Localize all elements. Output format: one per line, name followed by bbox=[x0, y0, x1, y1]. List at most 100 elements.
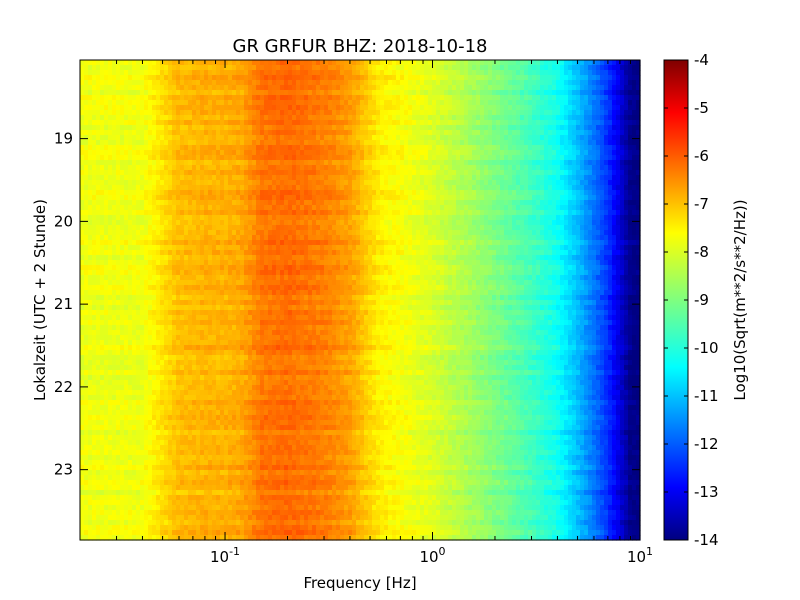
heatmap-cell bbox=[456, 230, 461, 236]
heatmap-cell bbox=[348, 220, 353, 226]
heatmap-cell bbox=[524, 105, 529, 111]
heatmap-cell bbox=[172, 90, 177, 96]
heatmap-cell bbox=[132, 95, 137, 101]
heatmap-cell bbox=[568, 175, 573, 181]
heatmap-cell bbox=[432, 125, 437, 131]
heatmap-cell bbox=[628, 70, 633, 76]
heatmap-cell bbox=[356, 170, 361, 176]
heatmap-cell bbox=[396, 150, 401, 156]
heatmap-cell bbox=[172, 165, 177, 171]
heatmap-cell bbox=[392, 145, 397, 151]
heatmap-cell bbox=[112, 160, 117, 166]
heatmap-cell bbox=[576, 125, 581, 131]
heatmap-cell bbox=[312, 125, 317, 131]
heatmap-cell bbox=[256, 180, 261, 186]
heatmap-cell bbox=[292, 160, 297, 166]
heatmap-cell bbox=[268, 100, 273, 106]
heatmap-cell bbox=[104, 235, 109, 241]
heatmap-cell bbox=[320, 75, 325, 81]
heatmap-cell bbox=[504, 180, 509, 186]
heatmap-cell bbox=[480, 205, 485, 211]
heatmap-cell bbox=[100, 75, 105, 81]
heatmap-cell bbox=[564, 120, 569, 126]
heatmap-cell bbox=[368, 180, 373, 186]
heatmap-cell bbox=[464, 215, 469, 221]
heatmap-cell bbox=[124, 75, 129, 81]
heatmap-cell bbox=[120, 60, 125, 66]
heatmap-cell bbox=[300, 75, 305, 81]
heatmap-cell bbox=[572, 80, 577, 86]
heatmap-cell bbox=[396, 205, 401, 211]
heatmap-cell bbox=[476, 140, 481, 146]
heatmap-cell bbox=[164, 110, 169, 116]
heatmap-cell bbox=[168, 185, 173, 191]
heatmap-cell bbox=[100, 210, 105, 216]
heatmap-cell bbox=[520, 140, 525, 146]
heatmap-cell bbox=[228, 115, 233, 121]
heatmap-cell bbox=[176, 220, 181, 226]
heatmap-cell bbox=[108, 145, 113, 151]
heatmap-cell bbox=[456, 155, 461, 161]
heatmap-cell bbox=[208, 140, 213, 146]
heatmap-cell bbox=[188, 115, 193, 121]
heatmap-cell bbox=[556, 60, 561, 66]
heatmap-cell bbox=[272, 195, 277, 201]
heatmap-cell bbox=[328, 165, 333, 171]
heatmap-cell bbox=[448, 85, 453, 91]
heatmap-cell bbox=[320, 125, 325, 131]
heatmap-cell bbox=[396, 60, 401, 66]
heatmap-cell bbox=[100, 205, 105, 211]
heatmap-cell bbox=[352, 180, 357, 186]
heatmap-cell bbox=[320, 225, 325, 231]
heatmap-cell bbox=[432, 105, 437, 111]
heatmap-cell bbox=[540, 130, 545, 136]
heatmap-cell bbox=[392, 120, 397, 126]
heatmap-cell bbox=[328, 110, 333, 116]
heatmap-cell bbox=[500, 215, 505, 221]
heatmap-cell bbox=[260, 130, 265, 136]
heatmap-cell bbox=[120, 140, 125, 146]
heatmap-cell bbox=[500, 195, 505, 201]
heatmap-cell bbox=[628, 205, 633, 211]
heatmap-cell bbox=[392, 70, 397, 76]
heatmap-cell bbox=[440, 95, 445, 101]
heatmap-cell bbox=[224, 70, 229, 76]
heatmap-cell bbox=[412, 155, 417, 161]
heatmap-cell bbox=[636, 95, 641, 101]
heatmap-cell bbox=[456, 235, 461, 241]
heatmap-cell bbox=[524, 205, 529, 211]
heatmap-cell bbox=[604, 145, 609, 151]
heatmap-cell bbox=[144, 160, 149, 166]
heatmap-cell bbox=[296, 115, 301, 121]
heatmap-cell bbox=[176, 100, 181, 106]
heatmap-cell bbox=[152, 115, 157, 121]
heatmap-cell bbox=[612, 215, 617, 221]
heatmap-cell bbox=[588, 200, 593, 206]
heatmap-cell bbox=[328, 65, 333, 71]
heatmap-cell bbox=[248, 190, 253, 196]
heatmap-cell bbox=[216, 195, 221, 201]
heatmap-cell bbox=[256, 200, 261, 206]
heatmap-cell bbox=[256, 75, 261, 81]
heatmap-cell bbox=[176, 230, 181, 236]
heatmap-cell bbox=[568, 210, 573, 216]
heatmap-cell bbox=[460, 100, 465, 106]
heatmap-cell bbox=[220, 200, 225, 206]
heatmap-cell bbox=[404, 195, 409, 201]
heatmap-cell bbox=[208, 60, 213, 66]
heatmap-cell bbox=[404, 170, 409, 176]
heatmap-cell bbox=[244, 225, 249, 231]
heatmap-cell bbox=[100, 155, 105, 161]
heatmap-cell bbox=[216, 60, 221, 66]
heatmap-cell bbox=[364, 200, 369, 206]
heatmap-cell bbox=[584, 80, 589, 86]
heatmap-cell bbox=[412, 80, 417, 86]
heatmap-cell bbox=[240, 125, 245, 131]
heatmap-cell bbox=[584, 150, 589, 156]
heatmap-cell bbox=[144, 195, 149, 201]
heatmap-cell bbox=[596, 130, 601, 136]
heatmap-cell bbox=[320, 170, 325, 176]
heatmap-cell bbox=[176, 110, 181, 116]
heatmap-cell bbox=[516, 105, 521, 111]
heatmap-cell bbox=[352, 80, 357, 86]
